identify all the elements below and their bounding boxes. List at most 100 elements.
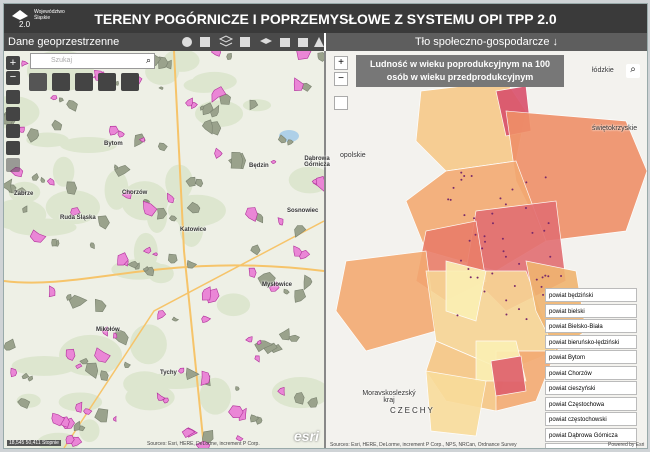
legend-item[interactable]: powiat Gliwice (545, 443, 637, 448)
map-feature (254, 355, 260, 363)
legend-item[interactable]: powiat bieruńsko-lędziński (545, 334, 637, 349)
left-map[interactable] (4, 51, 324, 448)
zoom-in[interactable]: + (6, 56, 20, 70)
toolbar-icons[interactable] (180, 35, 324, 49)
map-feature (51, 238, 58, 247)
map-feature (21, 372, 30, 380)
legend-item[interactable]: powiat Chorzów (545, 365, 637, 380)
app-title: TERENY POGÓRNICZE I POPRZEMYSŁOWE Z SYST… (94, 11, 557, 27)
legend-item[interactable]: powiat Częstochowa (545, 396, 637, 411)
map-feature (501, 237, 504, 240)
map-feature (65, 348, 76, 361)
zoom-out[interactable]: − (334, 72, 348, 86)
tool[interactable] (52, 73, 70, 91)
map-feature (293, 245, 303, 257)
map-feature (130, 324, 167, 365)
map-feature (294, 225, 307, 238)
tool[interactable] (29, 73, 47, 91)
map-feature (544, 176, 547, 179)
legend-item[interactable]: powiat częstochowski (545, 412, 637, 426)
map-feature (183, 77, 224, 93)
map-feature (294, 288, 307, 303)
forward[interactable] (6, 158, 20, 172)
map-feature (540, 285, 543, 288)
map-feature (219, 93, 231, 105)
map-feature (474, 233, 477, 236)
legend-item[interactable]: powiat Bielsko-Biała (545, 319, 637, 333)
map-feature (167, 253, 178, 264)
region-label: świętokrzyskie (592, 125, 638, 132)
map-feature (21, 60, 29, 67)
map-feature (230, 151, 244, 169)
map-feature (186, 201, 201, 214)
map-feature (94, 347, 111, 363)
tool[interactable] (121, 73, 139, 91)
legend-item[interactable]: powiat cieszyński (545, 381, 637, 395)
map-feature (517, 308, 520, 311)
map-feature (245, 336, 253, 343)
tool[interactable] (75, 73, 93, 91)
legend-item[interactable]: powiat Bytom (545, 350, 637, 364)
tool[interactable] (98, 73, 116, 91)
zoom-out[interactable]: − (6, 71, 20, 85)
map-feature (201, 119, 213, 135)
map-feature (504, 203, 507, 206)
map-feature (447, 198, 450, 201)
map-feature (547, 222, 550, 225)
map-feature (185, 367, 200, 381)
map-feature (235, 435, 244, 442)
map-feature (22, 205, 28, 213)
map-feature (535, 278, 538, 281)
search-box[interactable]: Szukaj ⌕ (30, 53, 155, 69)
map-feature (278, 327, 290, 341)
fullscreen[interactable] (6, 124, 20, 138)
region-label: CZECHY (390, 406, 435, 415)
map-feature (490, 355, 527, 397)
map-feature (542, 293, 545, 296)
map-feature (270, 160, 277, 165)
legend-item[interactable]: powiat bielski (545, 303, 637, 318)
map-feature (199, 377, 232, 415)
map-feature (525, 181, 528, 184)
map-feature (491, 222, 494, 225)
map-feature (547, 275, 550, 278)
map-feature (499, 197, 502, 200)
map-feature (311, 179, 318, 185)
locate[interactable] (6, 107, 20, 121)
map-feature (26, 128, 40, 143)
map-feature (541, 276, 544, 279)
back[interactable] (6, 141, 20, 155)
map-feature (168, 215, 178, 222)
map-feature (491, 212, 494, 215)
map-feature (277, 134, 287, 144)
map-feature (449, 198, 452, 201)
splitter[interactable] (324, 51, 326, 448)
map-feature (505, 313, 508, 316)
map-feature (40, 176, 46, 183)
map-feature (113, 332, 118, 339)
map-feature (235, 386, 240, 391)
map-feature (102, 326, 109, 337)
coordinates: 18,545 50,411 Stopnie (7, 440, 61, 446)
map-feature (83, 408, 93, 415)
legend-item[interactable]: powiat będziński (545, 288, 637, 302)
map-feature (113, 164, 119, 170)
map-feature (121, 190, 132, 200)
legend-item[interactable]: powiat Dąbrowa Górnicza (545, 427, 637, 442)
home[interactable] (334, 96, 348, 110)
right-panel-header[interactable]: Tło społeczno-gospodarcze ↓ (326, 33, 647, 51)
map-feature (543, 229, 546, 232)
search-icon[interactable]: ⌕ (145, 55, 151, 65)
place-label: Chorzów (122, 190, 148, 196)
place-label: Katowice (180, 227, 207, 233)
map-feature (85, 362, 99, 379)
map-feature (73, 420, 81, 431)
map-feature (195, 100, 244, 128)
map-feature (293, 392, 305, 405)
search[interactable]: ⌕ (626, 64, 640, 78)
map-feature (31, 172, 39, 181)
map-feature (181, 428, 196, 439)
home[interactable] (6, 90, 20, 104)
zoom-in[interactable]: + (334, 56, 348, 70)
place-label: Tychy (160, 370, 177, 376)
